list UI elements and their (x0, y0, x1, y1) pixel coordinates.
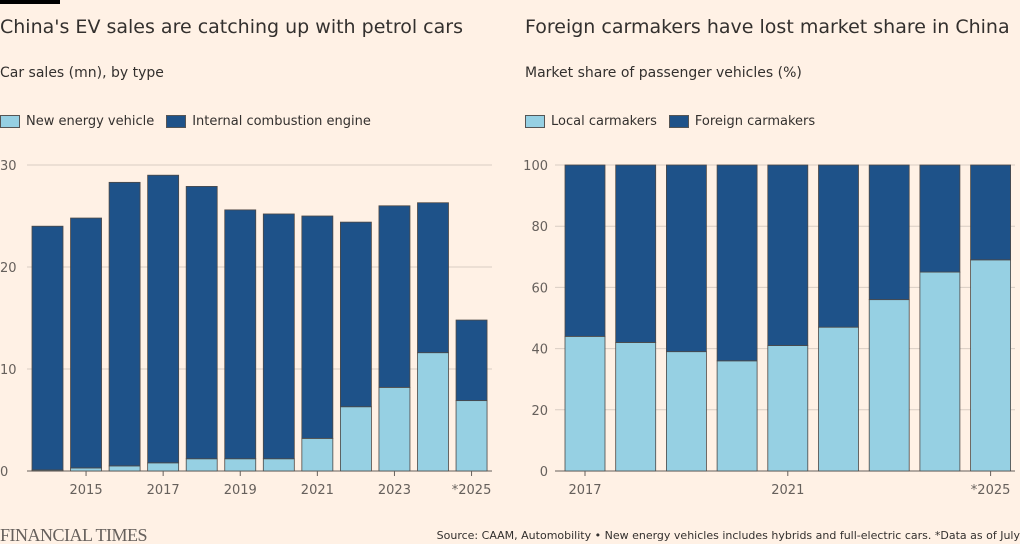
right-x-tick-label: 2017 (568, 483, 601, 498)
right-bar-lower-*2025 (970, 259, 1011, 472)
right-bar-lower-2019 (666, 351, 707, 472)
right-legend: Local carmakers Foreign carmakers (525, 114, 815, 129)
legend-label-ice: Internal combustion engine (192, 114, 371, 129)
right-bar-lower-2022 (818, 326, 859, 472)
legend-swatch-nev (0, 115, 20, 128)
left-bar-upper-*2025 (455, 319, 488, 402)
legend-label-local: Local carmakers (551, 114, 657, 129)
left-x-tick-label: 2021 (301, 483, 334, 498)
left-bar-upper-2019 (224, 209, 257, 460)
left-bar-upper-2021 (301, 215, 334, 439)
left-legend: New energy vehicle Internal combustion e… (0, 114, 371, 129)
left-bar-upper-2022 (339, 221, 372, 408)
right-bar-lower-2023 (868, 299, 910, 472)
left-chart-subtitle: Car sales (mn), by type (0, 65, 164, 81)
right-x-tick-label: 2021 (771, 483, 804, 498)
right-y-tick-label: 40 (531, 343, 548, 358)
left-bar-upper-2020 (262, 213, 295, 460)
right-y-tick-label: 20 (531, 404, 548, 419)
legend-swatch-foreign (668, 115, 689, 128)
legend-label-nev: New energy vehicle (26, 114, 155, 129)
legend-label-foreign: Foreign carmakers (694, 114, 816, 129)
left-bar-lower-*2025 (455, 400, 488, 472)
left-bar-lower-2015 (70, 467, 102, 472)
right-bar-upper-*2025 (970, 164, 1011, 261)
right-bar-lower-2021 (767, 345, 809, 472)
left-x-tick-label: 2017 (147, 483, 180, 498)
left-bar-upper-2015 (70, 217, 102, 469)
right-chart-title: Foreign carmakers have lost market share… (525, 16, 1010, 38)
ft-logo: FINANCIAL TIMES (0, 525, 148, 544)
left-x-tick-label: 2019 (224, 483, 257, 498)
right-x-tick-label: *2025 (971, 483, 1011, 498)
left-bar-lower-2021 (301, 437, 334, 472)
left-bar-upper-2014 (31, 225, 64, 471)
right-y-tick-label: 100 (523, 159, 548, 174)
right-bar-lower-2024 (919, 271, 961, 472)
left-bar-upper-2018 (185, 186, 218, 460)
right-y-tick-label: 60 (531, 281, 548, 296)
right-bar-upper-2024 (919, 164, 961, 273)
left-x-tick-label: 2023 (378, 483, 411, 498)
left-bar-lower-2023 (378, 386, 411, 472)
left-bar-lower-2018 (185, 458, 218, 472)
right-bar-upper-2019 (666, 164, 707, 353)
right-bar-lower-2017 (564, 335, 606, 472)
right-y-tick-label: 80 (531, 220, 548, 235)
left-x-tick-label: 2015 (70, 483, 103, 498)
right-bar-upper-2022 (818, 164, 859, 328)
left-y-tick-label: 10 (0, 363, 17, 378)
left-y-tick-label: 30 (0, 159, 17, 174)
right-bar-upper-2018 (615, 164, 657, 343)
left-y-tick-label: 0 (0, 465, 8, 480)
left-bar-lower-2019 (224, 458, 257, 472)
right-bar-upper-2021 (767, 164, 809, 346)
left-chart-title: China's EV sales are catching up with pe… (0, 16, 463, 38)
left-bar-upper-2024 (417, 202, 449, 354)
right-bar-upper-2017 (564, 164, 606, 337)
left-bar-upper-2016 (108, 181, 141, 467)
left-bar-lower-2017 (147, 462, 180, 472)
left-bar-lower-2022 (339, 406, 372, 472)
right-chart-subtitle: Market share of passenger vehicles (%) (525, 65, 802, 81)
ft-top-bar (0, 0, 60, 4)
legend-swatch-local (525, 115, 545, 128)
left-bar-lower-2016 (108, 465, 141, 472)
left-bar-lower-2020 (262, 458, 295, 472)
legend-swatch-ice (166, 115, 187, 128)
left-x-tick-label: *2025 (452, 483, 492, 498)
right-bar-upper-2020 (716, 164, 758, 362)
right-bar-lower-2020 (716, 360, 758, 472)
left-bar-upper-2023 (378, 205, 411, 388)
source-note: Source: CAAM, Automobility • New energy … (436, 529, 1020, 542)
right-bar-upper-2023 (868, 164, 910, 301)
right-y-tick-label: 0 (540, 465, 548, 480)
right-bar-lower-2018 (615, 342, 657, 472)
left-y-tick-label: 20 (0, 261, 17, 276)
left-bar-upper-2017 (147, 174, 180, 464)
left-bar-lower-2024 (417, 352, 449, 472)
